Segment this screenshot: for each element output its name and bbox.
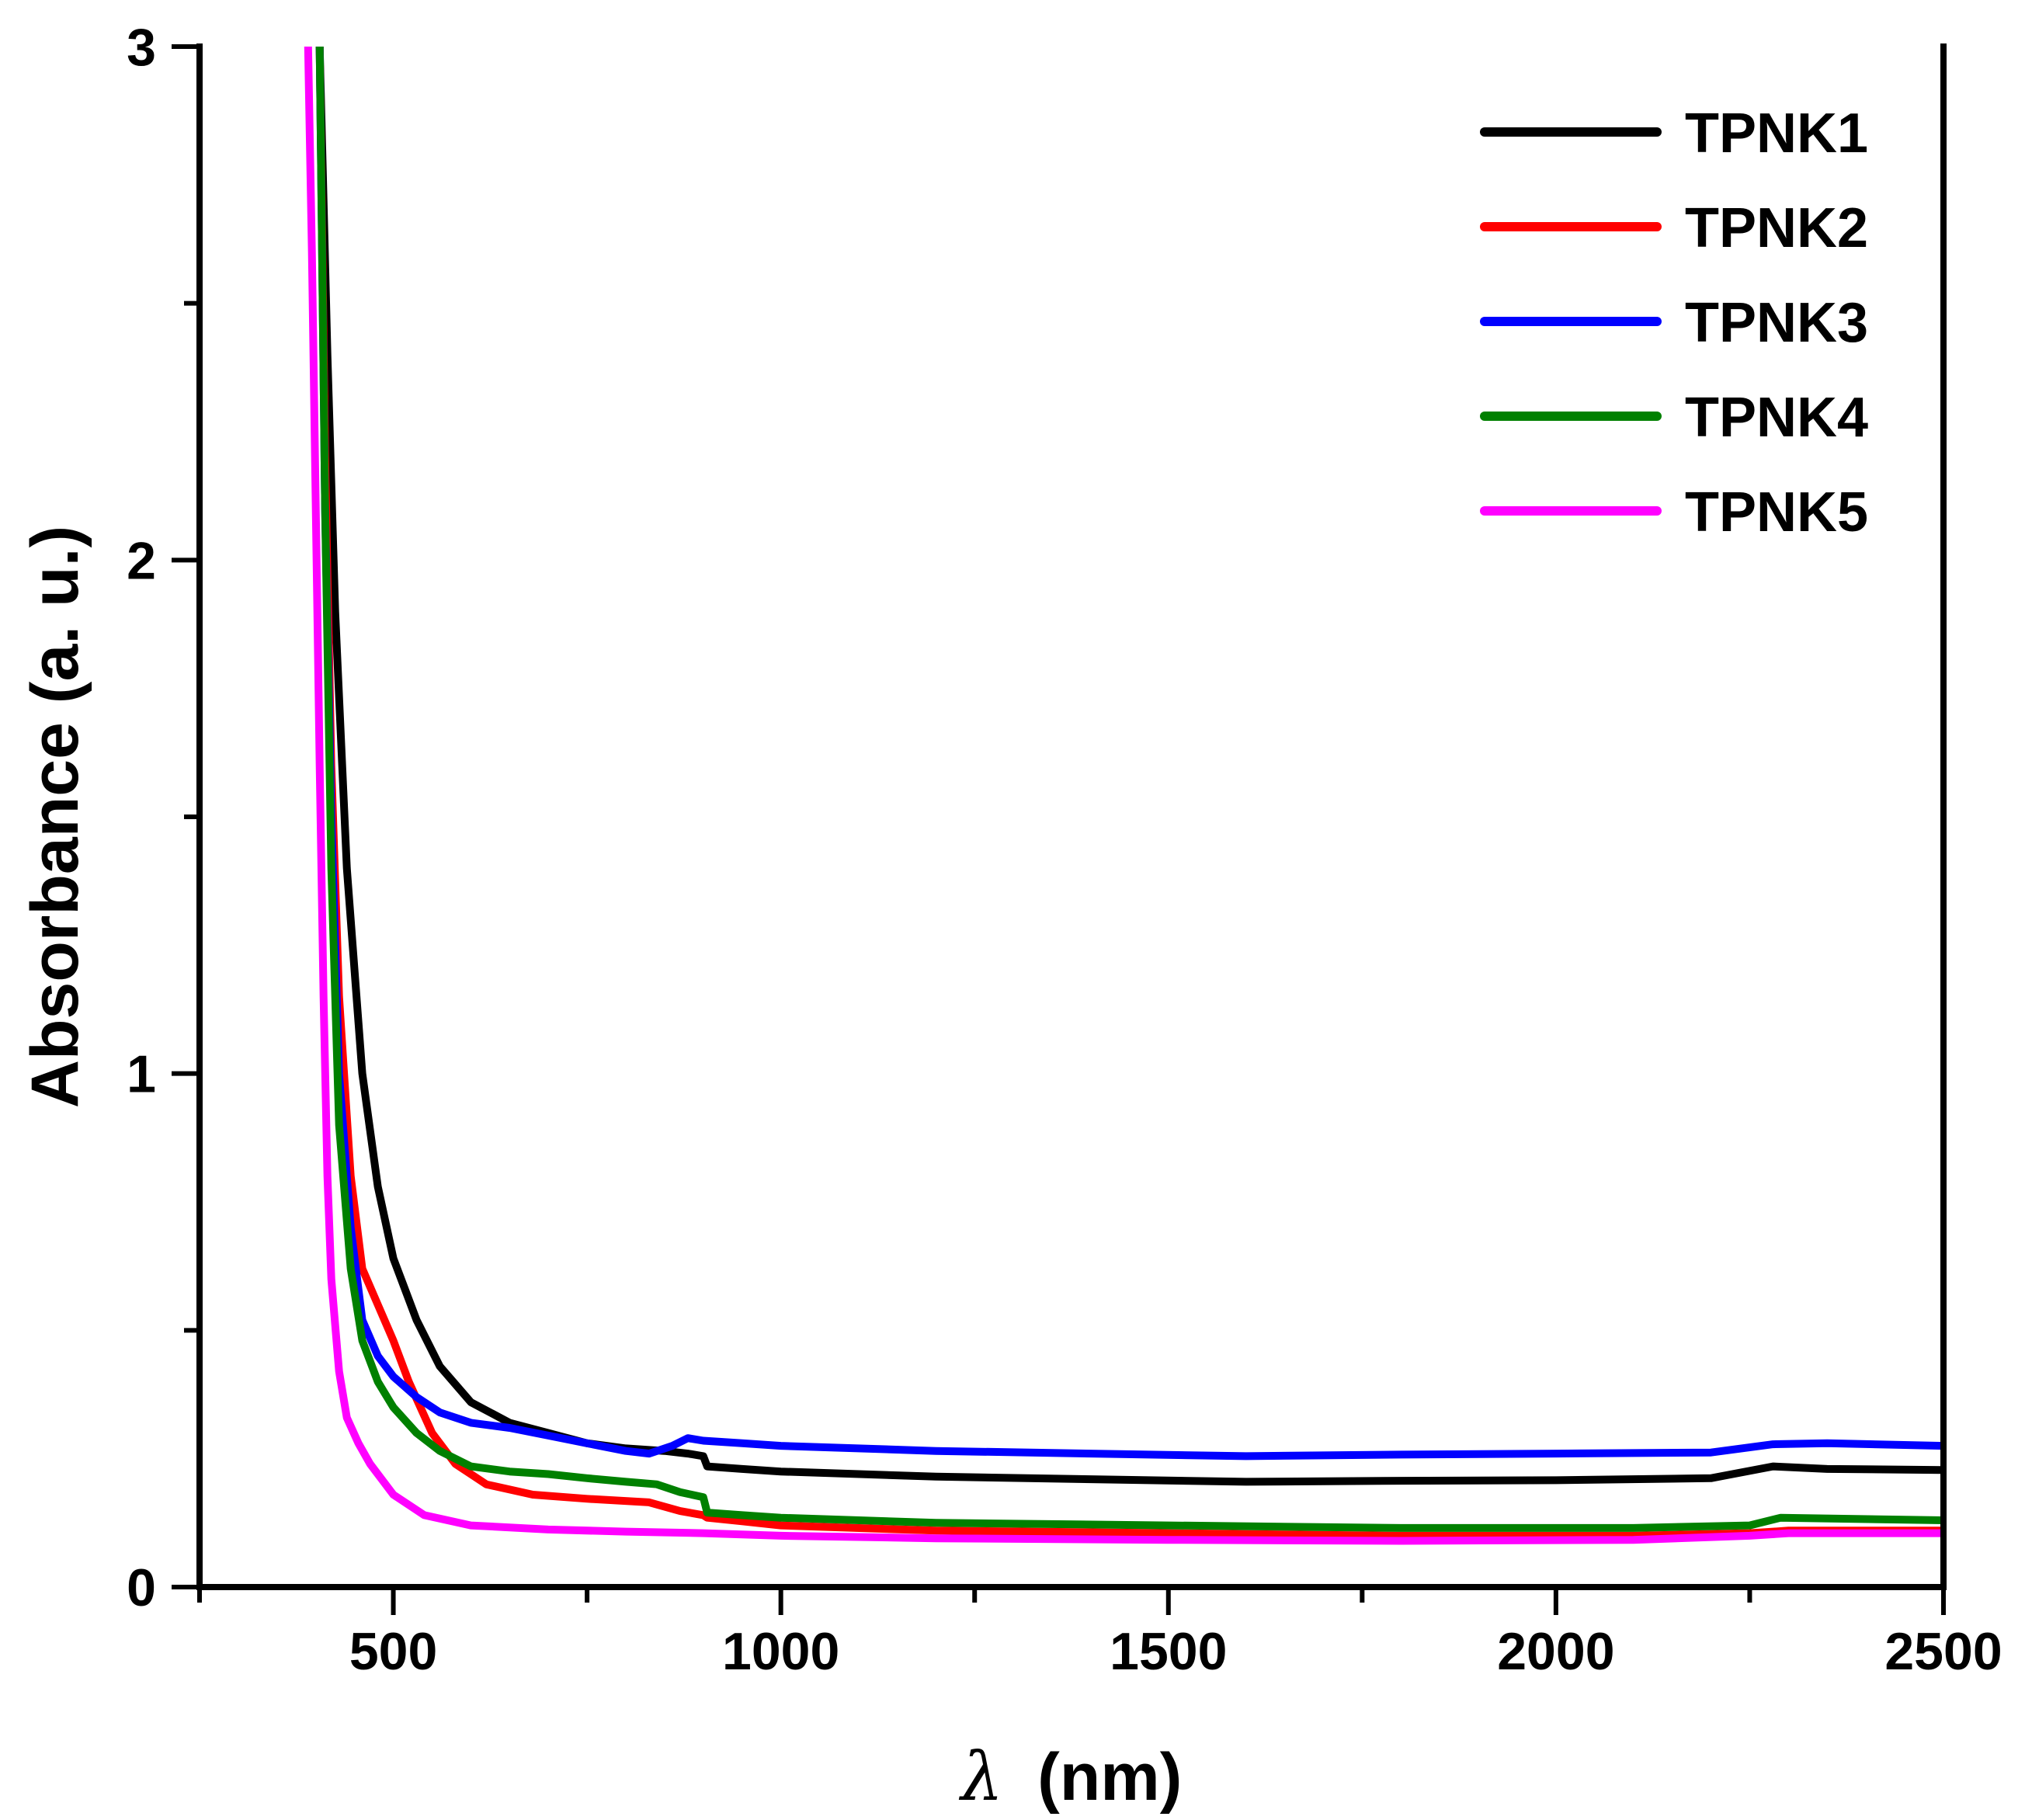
legend-label-tpnk4: TPNK4 bbox=[1685, 387, 1868, 449]
series-line-tpnk2 bbox=[315, 47, 1943, 1540]
x-tick-label: 1000 bbox=[722, 1622, 839, 1681]
x-axis-symbol: λ bbox=[959, 1738, 1004, 1816]
x-tick-label: 1500 bbox=[1110, 1622, 1227, 1681]
y-tick-label: 3 bbox=[127, 18, 156, 77]
x-tick-label: 500 bbox=[349, 1622, 437, 1681]
x-tick-label: 2000 bbox=[1497, 1622, 1614, 1681]
legend-label-tpnk5: TPNK5 bbox=[1685, 481, 1868, 544]
legend-label-tpnk1: TPNK1 bbox=[1685, 102, 1868, 165]
series-line-tpnk1 bbox=[315, 47, 1943, 1486]
y-tick-label: 0 bbox=[127, 1558, 156, 1617]
x-axis-unit: (nm) bbox=[1037, 1740, 1182, 1815]
legend: TPNK1 TPNK2 TPNK3 TPNK4 TPNK5 bbox=[1480, 102, 1868, 544]
y-axis-title: Absorbance (a. u.) bbox=[18, 526, 92, 1108]
y-axis-ticks: 0 1 2 3 bbox=[127, 18, 200, 1617]
y-tick-label: 1 bbox=[127, 1045, 156, 1104]
series-line-tpnk5 bbox=[304, 47, 1943, 1545]
legend-label-tpnk3: TPNK3 bbox=[1685, 292, 1868, 354]
y-tick-label: 2 bbox=[127, 531, 156, 590]
series-line-tpnk4 bbox=[315, 47, 1943, 1532]
legend-label-tpnk2: TPNK2 bbox=[1685, 197, 1868, 259]
series-layer bbox=[304, 47, 1943, 1545]
x-axis-ticks: 500 1000 1500 2000 2500 bbox=[197, 1587, 2002, 1681]
x-axis-title: λ (nm) bbox=[959, 1738, 1183, 1816]
x-tick-label: 2500 bbox=[1884, 1622, 2002, 1681]
